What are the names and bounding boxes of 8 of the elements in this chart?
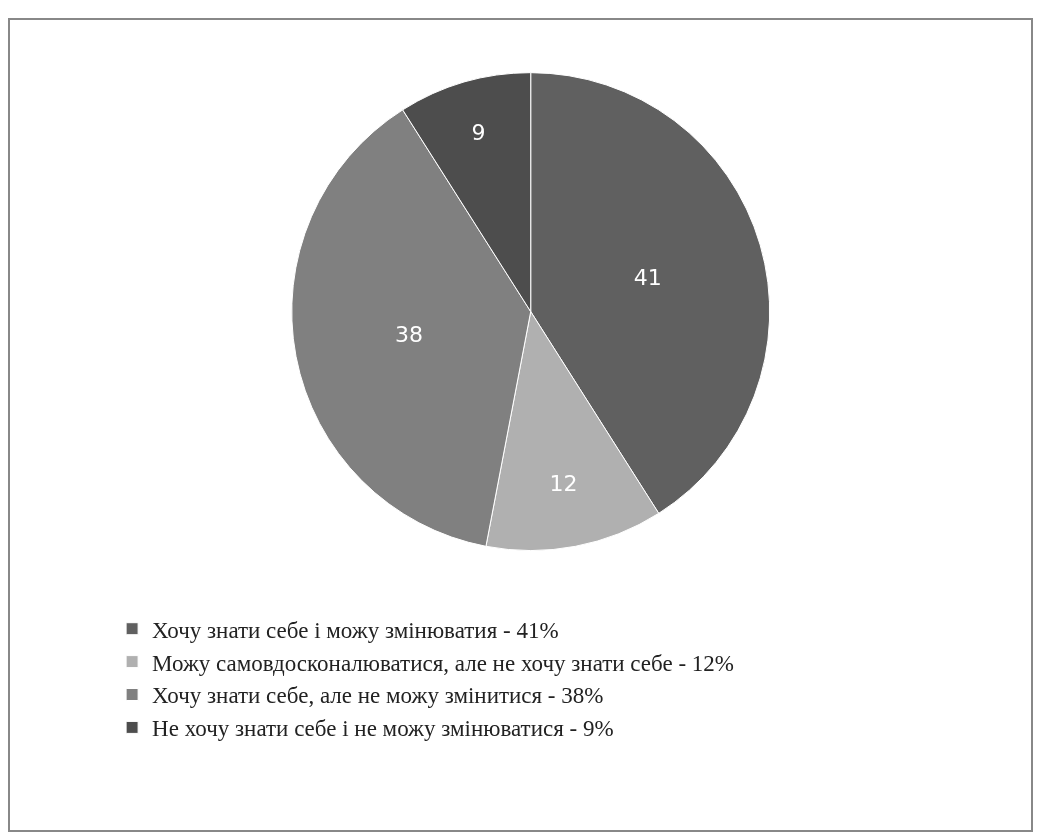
data-label: 12: [549, 470, 578, 496]
legend-label: Хочу знати себе, але не можу змінитися - 38%: [152, 683, 604, 709]
data-label: 9: [471, 119, 486, 145]
data-label: 41: [633, 265, 662, 291]
data-label: 38: [395, 322, 424, 348]
legend-label: Не хочу знати себе і не можу змінюватися - 9%: [152, 716, 614, 742]
legend-label: Можу самовдосконалюватися, але не хочу знати себе - 12%: [152, 650, 734, 676]
legend-label: Хочу знати себе і можу змінюватия - 41%: [152, 617, 559, 643]
